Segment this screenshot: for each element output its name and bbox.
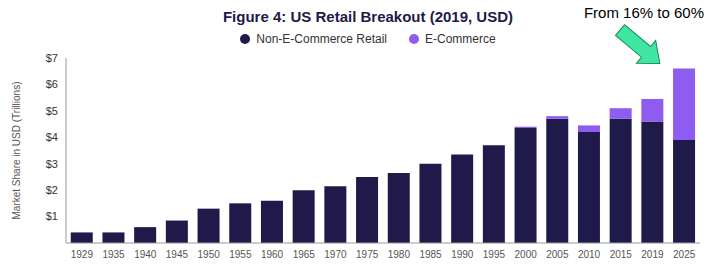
- svg-text:2015: 2015: [610, 249, 633, 260]
- svg-text:2019: 2019: [641, 249, 664, 260]
- svg-text:$1: $1: [46, 210, 58, 222]
- svg-text:2025: 2025: [673, 249, 696, 260]
- svg-text:1945: 1945: [166, 249, 189, 260]
- svg-text:1980: 1980: [388, 249, 411, 260]
- svg-text:1929: 1929: [71, 249, 94, 260]
- svg-text:1940: 1940: [134, 249, 157, 260]
- html-text:Figure 4: US Retail Breakout (: Figure 4: US Retail Breakout (2019, USD): [223, 8, 513, 25]
- html-text:Non-E-Commerce Retail: Non-E-Commerce Retail: [256, 32, 387, 46]
- svg-text:1960: 1960: [261, 249, 284, 260]
- svg-text:1975: 1975: [356, 249, 379, 260]
- svg-text:1950: 1950: [198, 249, 221, 260]
- svg-text:1955: 1955: [229, 249, 252, 260]
- svg-text:1935: 1935: [102, 249, 125, 260]
- svg-text:$7: $7: [46, 52, 58, 64]
- svg-text:$6: $6: [46, 78, 58, 90]
- svg-text:2010: 2010: [578, 249, 601, 260]
- svg-text:2005: 2005: [546, 249, 569, 260]
- svg-text:Market Share in USD (Trillions: Market Share in USD (Trillions): [11, 82, 22, 220]
- svg-text:$3: $3: [46, 158, 58, 170]
- svg-text:$4: $4: [46, 131, 58, 143]
- svg-text:1990: 1990: [451, 249, 474, 260]
- html-text:E-Commerce: E-Commerce: [425, 32, 496, 46]
- html-text:From 16% to 60%: From 16% to 60%: [583, 4, 704, 21]
- svg-text:$5: $5: [46, 105, 58, 117]
- svg-text:$2: $2: [46, 184, 58, 196]
- svg-text:2000: 2000: [515, 249, 538, 260]
- svg-text:1970: 1970: [324, 249, 347, 260]
- svg-text:1965: 1965: [293, 249, 316, 260]
- svg-text:1995: 1995: [483, 249, 506, 260]
- svg-text:1985: 1985: [419, 249, 442, 260]
